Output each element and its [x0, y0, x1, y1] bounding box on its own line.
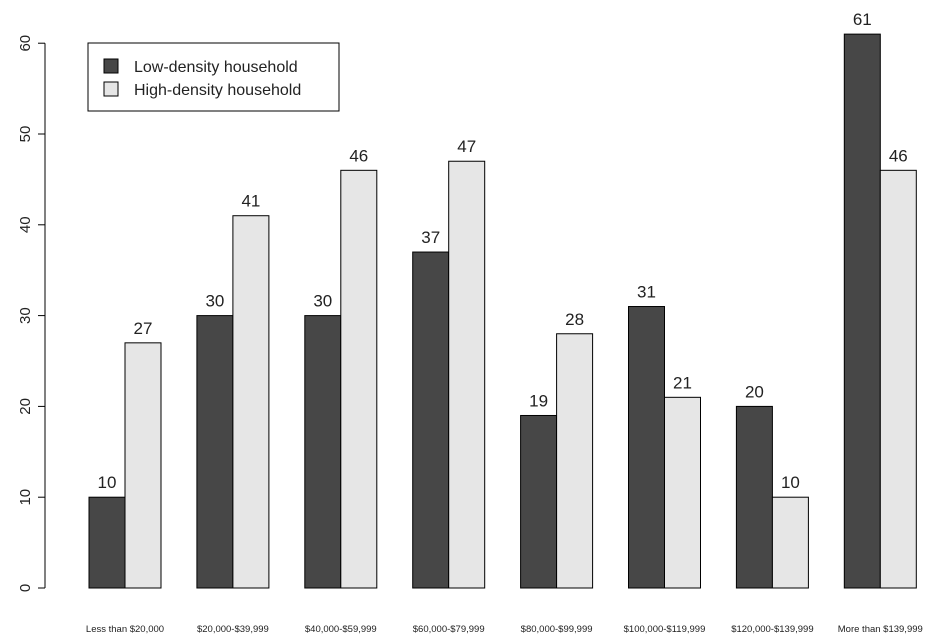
bar: [448, 160, 486, 589]
x-tick-label: $100,000-$119,999: [624, 624, 706, 635]
bar: [412, 251, 450, 589]
bar-value-label: 47: [457, 137, 476, 156]
bar-value-label: 10: [781, 473, 800, 492]
bars-group: [88, 33, 917, 589]
bar: [843, 33, 881, 589]
value-labels-group: 10 27 30 41 30 46 37 47 19 28 31 21 20 10 61 46: [98, 10, 908, 492]
legend-swatch-low-density: [103, 58, 119, 74]
legend-label-low-density: Low-density household: [134, 59, 298, 76]
bar-value-label: 19: [529, 391, 548, 410]
bar: [232, 215, 270, 589]
y-axis: 0 10 20 30 40 50 60: [17, 35, 46, 592]
bar: [88, 496, 126, 589]
x-tick-label: $20,000-$39,999: [197, 624, 269, 635]
x-tick-label: $80,000-$99,999: [521, 624, 593, 635]
x-tick-label: More than $139,999: [838, 624, 923, 635]
bar-value-label: 30: [313, 292, 332, 311]
x-tick-label: Less than $20,000: [86, 624, 164, 635]
bar: [771, 496, 809, 589]
x-tick-label: $120,000-$139,999: [731, 624, 813, 635]
bar: [664, 396, 701, 589]
bar: [628, 306, 665, 589]
y-tick-label: 30: [17, 307, 34, 324]
x-tick-labels-group: Less than $20,000 $20,000-$39,999 $40,000-…: [86, 624, 923, 635]
x-tick-label: $40,000-$59,999: [305, 624, 377, 635]
legend-box: [87, 42, 340, 112]
bar: [520, 414, 558, 589]
bar-value-label: 41: [241, 192, 260, 211]
bar: [124, 342, 162, 589]
bar-value-label: 37: [421, 228, 440, 247]
bar-value-label: 10: [98, 473, 117, 492]
bar-value-label: 28: [565, 310, 584, 329]
bar-value-label: 20: [745, 382, 764, 401]
y-tick-label: 40: [17, 216, 34, 233]
y-tick-label: 20: [17, 398, 34, 415]
bar: [196, 315, 234, 589]
bar-value-label: 46: [349, 146, 368, 165]
bar: [556, 333, 594, 589]
bar: [340, 169, 378, 589]
bar-value-label: 61: [853, 10, 872, 29]
x-tick-label: $60,000-$79,999: [413, 624, 485, 635]
y-tick-label: 50: [17, 126, 34, 143]
y-tick-label: 0: [17, 584, 34, 592]
y-tick-label: 60: [17, 35, 34, 52]
legend-swatch-high-density: [103, 81, 119, 97]
bar-value-label: 31: [637, 283, 656, 302]
bar: [304, 315, 342, 589]
y-tick-label: 10: [17, 489, 34, 506]
bar: [735, 405, 773, 589]
bar: [879, 169, 917, 589]
bar-value-label: 30: [205, 292, 224, 311]
bar-value-label: 21: [673, 373, 692, 392]
legend: Low-density household High-density house…: [87, 42, 340, 112]
bar-value-label: 46: [889, 146, 908, 165]
legend-label-high-density: High-density household: [134, 82, 301, 99]
bar-value-label: 27: [134, 319, 153, 338]
